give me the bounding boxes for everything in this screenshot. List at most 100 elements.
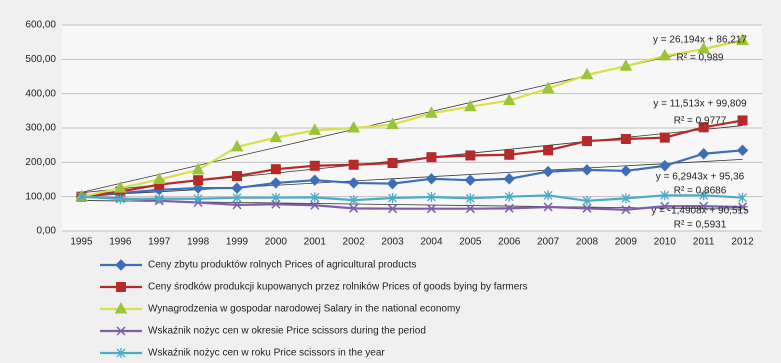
marker [736,33,749,45]
marker [309,174,321,186]
y-tick-label: 300,00 [25,123,56,134]
x-tick-label: 1997 [148,237,171,248]
marker [349,195,359,206]
marker [192,182,204,194]
marker [660,201,670,211]
marker [387,158,398,169]
marker [193,193,203,204]
marker [620,133,631,144]
x-tick-label: 1995 [70,237,93,248]
x-tick-label: 2001 [304,237,327,248]
marker [425,173,438,185]
y-tick-label: 600,00 [25,20,56,31]
marker [193,175,204,186]
marker [736,144,749,157]
trend-equation: y = 26,194x + 86,217 [653,35,747,46]
marker [738,202,748,212]
x-tick-label: 2002 [343,237,366,248]
trend-r-squared: R² = 0,8686 [674,186,727,197]
legend-marker [116,282,126,292]
trend-r-squared: R² = 0,9777 [674,116,727,127]
marker [582,195,592,206]
marker [426,192,436,203]
legend-label: Ceny środków produkcji kupowanych przez … [148,282,528,293]
marker [232,192,242,203]
marker [191,162,205,175]
x-tick-label: 2006 [498,237,521,248]
marker [154,193,164,204]
series-line [81,39,743,198]
marker [310,192,320,203]
x-tick-label: 1999 [226,237,249,248]
marker [658,48,672,61]
marker [621,205,631,215]
trend-r-squared: R² = 0,989 [677,53,724,64]
marker [388,204,398,214]
trend-equation: y = -1,4908x + 90,515 [651,206,749,217]
y-tick-label: 0,00 [37,226,57,237]
marker [697,148,710,160]
marker [659,132,670,143]
legend-label: Wskaźnik nożyc cen w okresie Price sciss… [148,326,426,337]
marker [697,41,711,54]
marker [464,174,477,186]
legend-label: Wskaźnik nożyc cen w roku Price scissors… [148,348,385,359]
marker [308,123,322,135]
marker [425,106,438,118]
marker [270,164,281,175]
marker [76,191,86,202]
marker [271,192,281,203]
trend-equation: y = 11,513x + 99,809 [653,99,747,110]
x-tick-label: 2010 [654,237,677,248]
marker [543,190,553,201]
legend-marker [116,326,126,336]
marker [737,115,748,126]
marker [348,159,359,170]
marker [269,130,283,143]
marker [270,177,282,189]
x-tick-label: 2007 [537,237,560,248]
marker [699,201,709,211]
marker [543,145,554,156]
marker [504,149,515,160]
x-tick-label: 2004 [420,237,443,248]
marker [659,160,671,172]
trendline [81,158,743,197]
legend-marker [115,259,127,271]
marker [310,200,320,210]
x-tick-label: 2011 [693,237,715,248]
marker [230,139,244,152]
marker [581,164,593,176]
x-tick-label: 1996 [109,237,132,248]
marker [699,190,709,201]
marker [347,120,361,133]
legend-label: Wynagrodzenia w gospodar narodowej Salar… [148,304,460,315]
x-tick-label: 2000 [265,237,288,248]
y-tick-label: 500,00 [25,54,56,65]
series-line [81,194,743,202]
marker [582,203,592,213]
marker [465,204,475,214]
marker [582,136,592,147]
marker [388,193,398,204]
y-tick-label: 400,00 [25,88,56,99]
marker [232,200,242,210]
marker [620,165,632,177]
marker [426,204,436,214]
marker [113,181,127,193]
x-tick-label: 1998 [187,237,210,248]
marker [152,172,166,184]
marker [465,193,475,204]
marker [309,160,320,171]
marker [580,67,594,80]
marker [504,203,514,213]
marker [465,150,476,161]
marker [503,173,515,185]
marker [347,177,360,189]
x-tick-label: 2005 [459,237,482,248]
x-tick-label: 2008 [576,237,599,248]
marker [502,93,516,106]
series-line [81,119,743,198]
marker [463,99,477,112]
